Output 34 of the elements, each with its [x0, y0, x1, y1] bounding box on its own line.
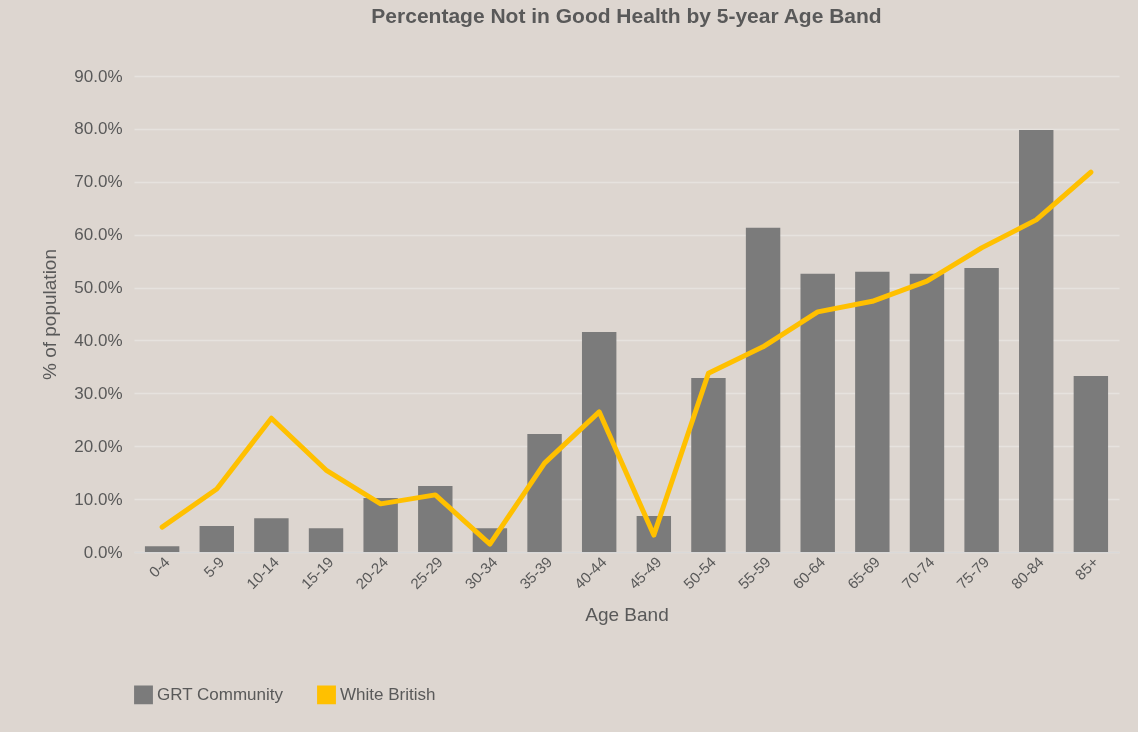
bar: [855, 271, 890, 552]
y-tick-label: 60.0%: [74, 225, 123, 245]
bar: [363, 498, 398, 552]
y-tick-label: 10.0%: [74, 489, 123, 509]
bar: [527, 434, 562, 552]
bar: [581, 331, 617, 552]
bar: [964, 267, 999, 552]
y-tick-label: 70.0%: [74, 172, 123, 192]
chart-title: Percentage Not in Good Health by 5-year Age Band: [371, 4, 882, 27]
bar: [308, 528, 344, 552]
y-tick-label: 30.0%: [74, 383, 123, 403]
bar: [800, 273, 835, 552]
bar: [745, 227, 781, 552]
x-tick-label: 0-4: [145, 553, 173, 581]
bar: [144, 546, 180, 552]
y-tick-label: 80.0%: [74, 119, 123, 139]
y-axis-title: % of population: [39, 249, 61, 380]
bar: [418, 485, 453, 552]
legend-label: White British: [340, 684, 436, 704]
y-tick-label: 20.0%: [74, 436, 123, 456]
x-axis-title: Age Band: [585, 604, 669, 626]
y-tick-label: 50.0%: [74, 278, 123, 298]
bar: [691, 378, 726, 552]
bar: [199, 526, 234, 552]
bar: [909, 273, 945, 552]
x-tick-label: 85+: [1071, 552, 1102, 584]
x-tick-label: 5-9: [200, 553, 228, 581]
y-tick-label: 0.0%: [83, 542, 123, 562]
bar: [1073, 375, 1109, 552]
y-tick-label: 40.0%: [74, 330, 123, 350]
bar: [1019, 129, 1054, 552]
y-tick-label: 90.0%: [74, 66, 123, 86]
bar: [254, 518, 289, 552]
legend-label: GRT Community: [157, 684, 284, 704]
